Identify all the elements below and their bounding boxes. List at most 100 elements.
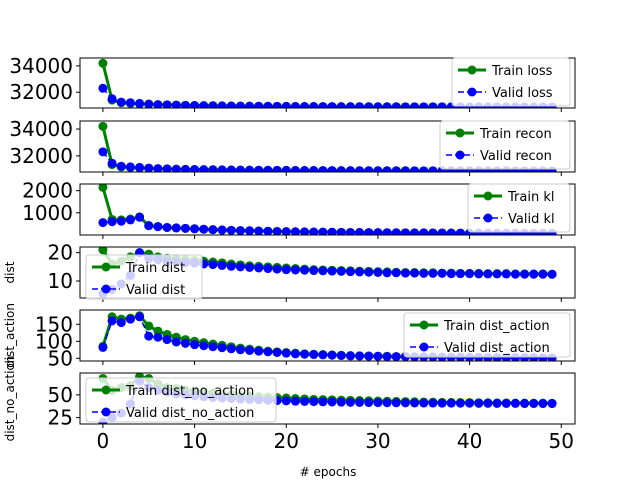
data-point bbox=[217, 225, 227, 235]
data-point bbox=[345, 351, 355, 361]
legend-label: Valid dist_no_action bbox=[126, 406, 254, 421]
legend-marker bbox=[483, 213, 493, 223]
data-point bbox=[116, 161, 126, 171]
data-point bbox=[162, 222, 172, 232]
data-point bbox=[355, 102, 365, 108]
data-point bbox=[300, 396, 310, 406]
y-axis-label: dist bbox=[3, 261, 17, 283]
data-point bbox=[272, 165, 282, 172]
legend-marker bbox=[101, 284, 111, 294]
legend-label: Train loss bbox=[491, 64, 553, 79]
legend: Train dist_no_action Valid dist_no_action bbox=[85, 377, 277, 423]
data-point bbox=[327, 102, 337, 108]
data-point bbox=[465, 269, 475, 279]
data-point bbox=[162, 164, 172, 172]
y-tick-label: 20 bbox=[48, 241, 73, 265]
data-point bbox=[318, 266, 328, 276]
data-point bbox=[345, 397, 355, 407]
data-point bbox=[217, 165, 227, 172]
data-point bbox=[263, 347, 273, 357]
data-point bbox=[345, 267, 355, 277]
data-point bbox=[153, 100, 163, 108]
data-point bbox=[171, 223, 181, 233]
legend-marker bbox=[483, 191, 493, 201]
data-point bbox=[135, 312, 145, 322]
data-point bbox=[245, 226, 255, 235]
data-point bbox=[153, 164, 163, 172]
data-point bbox=[483, 269, 493, 279]
axes-frame bbox=[79, 120, 576, 173]
y-tick-label: 2000 bbox=[22, 179, 73, 203]
data-point bbox=[529, 269, 539, 279]
data-point bbox=[391, 102, 401, 108]
data-point bbox=[318, 397, 328, 407]
data-point bbox=[327, 350, 337, 360]
data-point bbox=[144, 99, 154, 108]
data-point bbox=[254, 346, 264, 356]
data-point bbox=[281, 265, 291, 275]
data-point bbox=[208, 165, 218, 172]
data-point bbox=[300, 227, 310, 235]
data-point bbox=[190, 340, 200, 350]
data-point bbox=[226, 225, 236, 235]
data-point bbox=[245, 262, 255, 272]
data-point bbox=[98, 58, 108, 68]
data-point bbox=[391, 352, 401, 361]
data-point bbox=[364, 267, 374, 277]
x-axis-label: # epochs bbox=[300, 465, 357, 479]
data-point bbox=[226, 101, 236, 108]
legend-marker bbox=[467, 87, 477, 97]
data-point bbox=[345, 102, 355, 108]
data-point bbox=[144, 321, 154, 331]
data-point bbox=[336, 102, 346, 108]
data-point bbox=[281, 396, 291, 406]
legend: Train dist Valid dist bbox=[85, 254, 203, 300]
data-point bbox=[199, 101, 209, 108]
data-point bbox=[245, 165, 255, 172]
data-point bbox=[98, 247, 108, 255]
data-point bbox=[492, 269, 502, 279]
data-point bbox=[355, 351, 365, 361]
data-point bbox=[410, 398, 420, 408]
data-point bbox=[455, 398, 465, 408]
legend-label: Valid recon bbox=[480, 149, 552, 164]
legend-label: Valid loss bbox=[492, 86, 553, 101]
data-point bbox=[364, 398, 374, 408]
data-point bbox=[116, 97, 126, 107]
legend: Train loss Valid loss bbox=[451, 57, 571, 107]
data-point bbox=[107, 217, 117, 227]
data-point bbox=[428, 228, 438, 235]
y-tick-label: 34000 bbox=[9, 54, 73, 78]
axes-frame bbox=[79, 309, 576, 362]
data-point bbox=[465, 398, 475, 408]
data-point bbox=[400, 228, 410, 235]
data-point bbox=[446, 228, 456, 235]
y-axis-label: dist_action bbox=[3, 303, 17, 368]
legend-marker bbox=[419, 342, 429, 352]
x-tick-label: 40 bbox=[457, 429, 482, 453]
data-point bbox=[410, 228, 420, 235]
data-point bbox=[501, 398, 511, 408]
data-point bbox=[382, 352, 392, 361]
data-point bbox=[263, 226, 273, 235]
legend: Train recon Valid recon bbox=[439, 120, 571, 170]
data-point bbox=[455, 269, 465, 279]
data-point bbox=[190, 224, 200, 234]
legend-label: Train dist_action bbox=[443, 319, 550, 334]
data-point bbox=[190, 101, 200, 108]
data-point bbox=[281, 227, 291, 235]
y-tick-label: 150 bbox=[35, 312, 73, 336]
legend-label: Train dist_no_action bbox=[125, 384, 254, 399]
data-point bbox=[501, 269, 511, 279]
data-point bbox=[410, 268, 420, 278]
data-point bbox=[318, 350, 328, 360]
data-point bbox=[208, 101, 218, 108]
data-point bbox=[410, 102, 420, 108]
data-point bbox=[382, 228, 392, 235]
data-point bbox=[107, 316, 117, 326]
